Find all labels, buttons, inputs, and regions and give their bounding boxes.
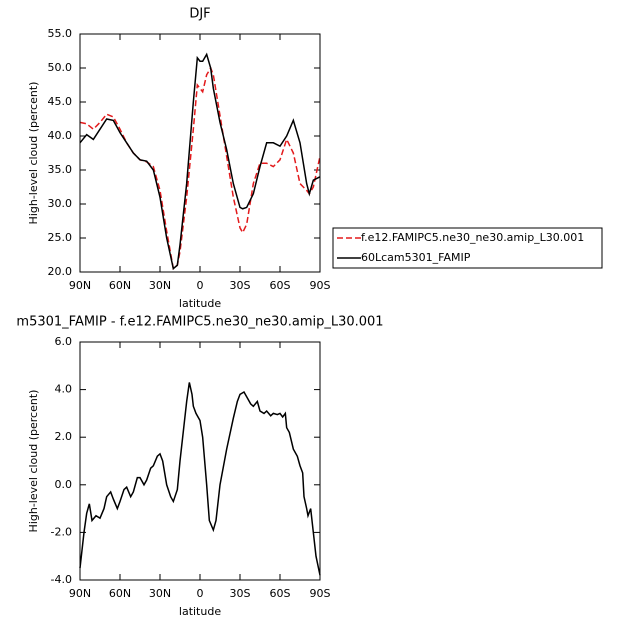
x-tick-label: 90S xyxy=(310,587,331,600)
y-tick-label: 50.0 xyxy=(48,61,73,74)
legend-label: f.e12.FAMIPC5.ne30_ne30.amip_L30.001 xyxy=(361,231,584,244)
chart-title: m5301_FAMIP - f.e12.FAMIPC5.ne30_ne30.am… xyxy=(16,315,383,330)
y-tick-label: 25.0 xyxy=(48,231,73,244)
data-line xyxy=(79,382,321,576)
y-tick-label: 40.0 xyxy=(48,129,73,142)
x-tick-label: 60S xyxy=(270,587,291,600)
x-tick-label: 90N xyxy=(69,279,91,292)
y-tick-label: 30.0 xyxy=(48,197,73,210)
y-tick-label: -2.0 xyxy=(51,525,72,538)
plot-frame xyxy=(79,341,321,581)
y-axis-label: High-level cloud (percent) xyxy=(27,390,40,533)
y-tick-label: 35.0 xyxy=(48,163,73,176)
y-axis-label: High-level cloud (percent) xyxy=(27,82,40,225)
y-tick-label: 45.0 xyxy=(48,95,73,108)
y-tick-label: 0.0 xyxy=(55,478,73,491)
x-tick-label: 60S xyxy=(270,279,291,292)
y-tick-label: 2.0 xyxy=(55,430,73,443)
x-axis-label: latitude xyxy=(179,297,221,310)
y-tick-label: 55.0 xyxy=(48,27,73,40)
x-tick-label: 60N xyxy=(109,587,131,600)
data-line xyxy=(79,66,321,271)
y-tick-label: 4.0 xyxy=(55,383,73,396)
y-tick-label: -4.0 xyxy=(51,573,72,586)
legend-box xyxy=(332,227,603,269)
legend-label: 60Lcam5301_FAMIP xyxy=(361,251,471,264)
data-line xyxy=(79,52,321,270)
plot-frame xyxy=(79,33,321,273)
x-tick-label: 30S xyxy=(230,279,251,292)
chart-title: DJF xyxy=(189,7,210,22)
x-tick-label: 30N xyxy=(149,587,171,600)
x-tick-label: 30N xyxy=(149,279,171,292)
y-tick-label: 20.0 xyxy=(48,265,73,278)
y-tick-label: 6.0 xyxy=(55,335,73,348)
x-tick-label: 30S xyxy=(230,587,251,600)
x-tick-label: 0 xyxy=(197,279,204,292)
x-tick-label: 90N xyxy=(69,587,91,600)
x-tick-label: 90S xyxy=(310,279,331,292)
x-tick-label: 60N xyxy=(109,279,131,292)
x-axis-label: latitude xyxy=(179,605,221,618)
x-tick-label: 0 xyxy=(197,587,204,600)
